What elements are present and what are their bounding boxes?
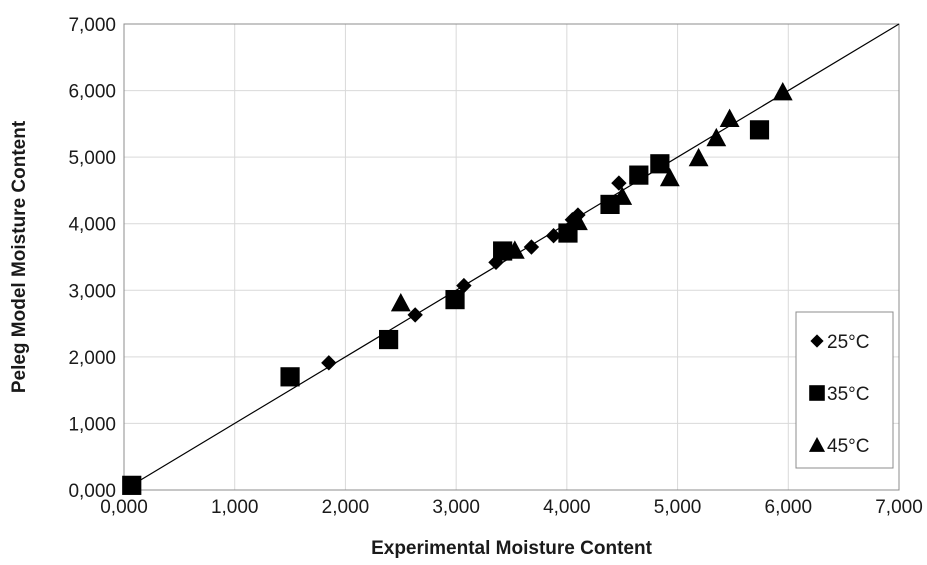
- y-tick-label: 6,000: [68, 82, 116, 103]
- square-point: [445, 290, 465, 310]
- triangle-point: [688, 147, 709, 167]
- x-tick-label: 3,000: [432, 497, 480, 518]
- diamond-point: [545, 227, 562, 244]
- y-tick-label: 2,000: [68, 348, 116, 369]
- square-point: [749, 120, 770, 140]
- y-tick-label: 7,000: [68, 15, 116, 36]
- square-point: [379, 329, 399, 350]
- y-tick-label: 4,000: [68, 215, 116, 236]
- diamond-point: [407, 307, 423, 323]
- legend: 25°C 35°C 45°C: [795, 311, 894, 469]
- triangle-point: [504, 240, 525, 259]
- square-point: [600, 194, 620, 215]
- legend-diamond-marker: [810, 334, 824, 348]
- diamond-point: [321, 355, 337, 371]
- y-tick-label: 5,000: [68, 148, 116, 169]
- series-diamond: [321, 175, 627, 371]
- triangle-point: [706, 127, 727, 147]
- grid-lines: [124, 24, 899, 490]
- series-triangle: [390, 81, 793, 312]
- x-tick-label: 6,000: [765, 497, 813, 518]
- x-tick-label: 1,000: [211, 497, 259, 518]
- x-tick-label: 5,000: [654, 497, 702, 518]
- triangle-point: [568, 211, 588, 231]
- diamond-point: [488, 254, 504, 271]
- legend-triangle-marker: [808, 436, 826, 452]
- x-tick-label: 7,000: [875, 497, 923, 518]
- triangle-point: [390, 293, 411, 312]
- triangle-point: [612, 186, 633, 205]
- legend-label: 25°C: [827, 332, 869, 353]
- diamond-point: [611, 175, 627, 191]
- y-axis-title: Peleg Model Moisture Content: [9, 120, 30, 393]
- square-point: [122, 475, 142, 495]
- plot-area: [123, 23, 900, 491]
- y-tick-label: 0,000: [68, 481, 116, 502]
- x-tick-label: 2,000: [322, 497, 370, 518]
- x-tick-label: 4,000: [543, 497, 591, 518]
- square-point: [650, 154, 670, 174]
- diamond-point: [523, 239, 540, 255]
- legend-label: 35°C: [827, 384, 869, 405]
- diamond-point: [564, 212, 581, 228]
- y-tick-labels: 0,000 1,000 2,000 3,000 4,000 5,000 6,000 7,000: [68, 15, 116, 502]
- x-axis-title: Experimental Moisture Content: [371, 538, 652, 559]
- x-tick-label: 0,000: [100, 497, 148, 518]
- triangle-point: [719, 108, 740, 127]
- data-points: [122, 81, 793, 495]
- diamond-point: [456, 277, 472, 294]
- x-tick-labels: 0,000 1,000 2,000 3,000 4,000 5,000 6,000 7,000: [100, 497, 923, 518]
- legend-square-marker: [809, 385, 825, 401]
- legend-label: 45°C: [827, 436, 869, 457]
- square-point: [280, 367, 300, 387]
- square-point: [629, 165, 649, 185]
- triangle-point: [772, 81, 793, 101]
- y-tick-label: 1,000: [68, 414, 116, 435]
- y-tick-label: 3,000: [68, 281, 116, 302]
- triangle-point: [659, 167, 680, 187]
- series-square: [122, 120, 770, 495]
